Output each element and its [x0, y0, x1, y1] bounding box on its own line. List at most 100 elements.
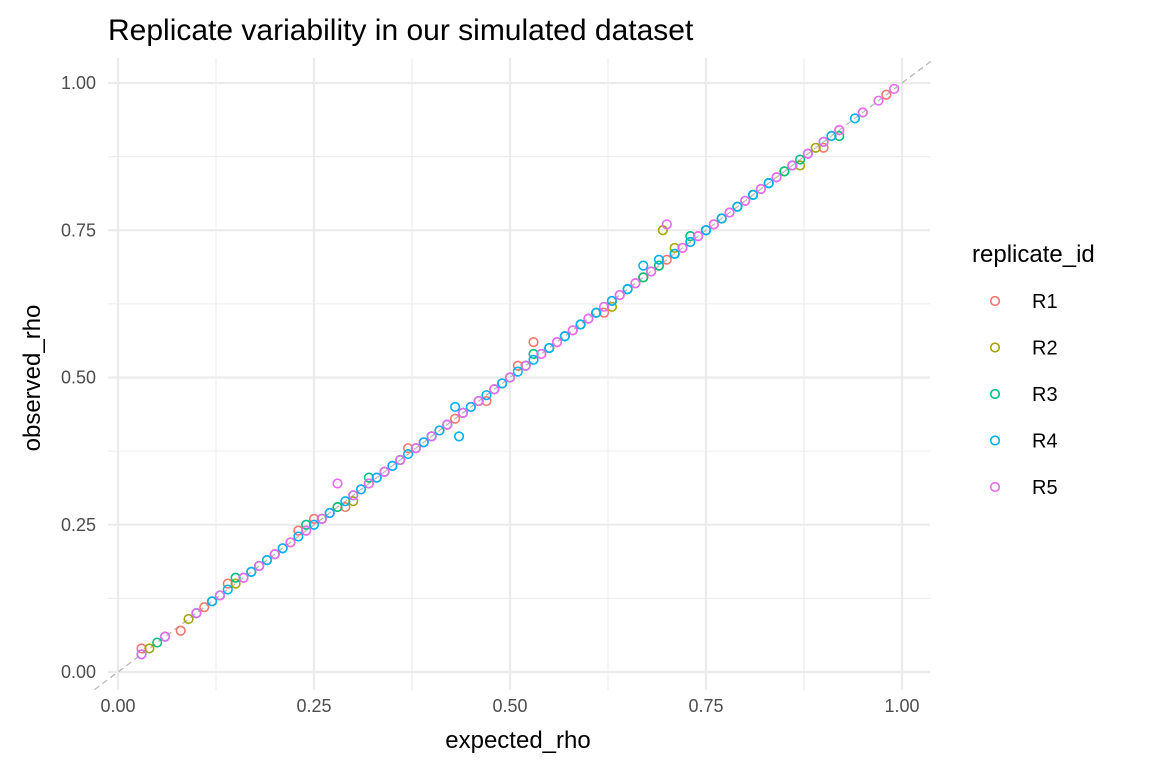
data-point — [489, 384, 500, 395]
data-point — [152, 637, 163, 648]
legend-label-r5: R5 — [1032, 477, 1058, 499]
y-axis-title: observed_rho — [19, 305, 46, 452]
data-point — [136, 649, 147, 660]
x-axis-ticks: 0.00 0.25 0.50 0.75 1.00 — [100, 696, 919, 716]
x-tick-label: 0.75 — [688, 696, 723, 716]
data-point — [183, 613, 194, 625]
data-point — [395, 454, 406, 466]
data-point — [591, 307, 602, 318]
series-r5 — [136, 83, 900, 660]
data-point — [355, 484, 367, 495]
legend-label-r2: R2 — [1032, 338, 1058, 360]
data-point — [402, 448, 414, 460]
data-point — [724, 207, 735, 218]
data-point — [238, 572, 249, 583]
data-point — [528, 337, 539, 348]
data-point — [230, 578, 241, 589]
x-tick-label: 1.00 — [884, 696, 919, 716]
data-point — [606, 295, 618, 307]
x-axis-title: expected_rho — [445, 727, 590, 754]
data-point — [191, 607, 202, 619]
data-point — [332, 501, 343, 513]
data-point — [802, 148, 814, 159]
data-point — [144, 643, 155, 654]
data-point — [716, 213, 727, 224]
data-point — [410, 443, 422, 454]
data-point — [653, 254, 665, 265]
data-point — [661, 219, 672, 230]
data-point — [732, 201, 743, 212]
data-point — [512, 366, 523, 377]
legend: replicate_id R1 R2 R3 R4 R5 — [972, 241, 1095, 499]
data-point — [371, 472, 382, 483]
data-point — [747, 189, 759, 201]
data-point — [638, 260, 649, 271]
legend-key-r2 — [989, 342, 1001, 353]
data-point — [622, 284, 633, 295]
chart-title: Replicate variability in our simulated d… — [108, 14, 694, 47]
legend-key-r5 — [989, 481, 1001, 493]
legend-label-r3: R3 — [1032, 384, 1058, 406]
major-gridlines — [108, 58, 930, 690]
data-point — [740, 195, 751, 206]
data-points — [136, 83, 900, 660]
y-axis-ticks: 0.00 0.25 0.50 0.75 1.00 — [61, 73, 96, 682]
y-tick-label: 0.75 — [61, 220, 96, 240]
data-point — [450, 401, 461, 413]
data-point — [669, 248, 680, 259]
data-point — [551, 337, 563, 348]
data-point — [348, 490, 359, 501]
data-point — [434, 425, 445, 436]
data-point — [857, 107, 868, 118]
data-point — [834, 125, 845, 136]
data-point — [779, 166, 790, 177]
data-point — [316, 513, 327, 524]
data-point — [598, 301, 610, 312]
data-point — [363, 478, 374, 489]
data-point — [693, 231, 704, 242]
data-point — [528, 354, 539, 365]
data-point — [653, 260, 665, 271]
data-point — [818, 136, 829, 147]
data-point — [536, 348, 547, 360]
data-point — [285, 537, 296, 548]
data-point — [889, 83, 900, 94]
data-point — [254, 560, 265, 572]
data-point — [214, 590, 226, 601]
data-point — [685, 236, 696, 248]
data-point — [575, 319, 586, 330]
data-point — [810, 142, 821, 153]
data-point — [583, 313, 594, 324]
x-tick-label: 0.25 — [296, 696, 331, 716]
data-point — [567, 325, 578, 336]
y-tick-label: 0.25 — [61, 515, 96, 535]
data-point — [332, 478, 343, 489]
x-tick-label: 0.50 — [492, 696, 527, 716]
legend-title: replicate_id — [972, 241, 1095, 268]
data-point — [559, 331, 570, 342]
data-point — [763, 178, 774, 189]
data-point — [222, 584, 233, 595]
data-point — [277, 543, 288, 554]
data-point — [442, 419, 453, 430]
data-point — [504, 372, 516, 383]
data-point — [473, 395, 484, 407]
data-point — [481, 390, 492, 401]
data-point — [873, 95, 884, 106]
data-point — [849, 113, 861, 124]
data-point — [199, 602, 210, 613]
legend-label-r1: R1 — [1032, 291, 1058, 313]
legend-key-r3 — [989, 388, 1001, 400]
data-point — [324, 507, 335, 519]
data-point — [614, 289, 625, 301]
x-tick-label: 0.00 — [100, 696, 135, 716]
data-point — [340, 496, 351, 507]
data-point — [450, 413, 461, 424]
data-point — [379, 466, 390, 477]
data-point — [453, 431, 465, 442]
data-point — [418, 437, 429, 448]
legend-label-r4: R4 — [1032, 431, 1058, 453]
data-point — [755, 183, 766, 195]
data-point — [457, 407, 469, 418]
